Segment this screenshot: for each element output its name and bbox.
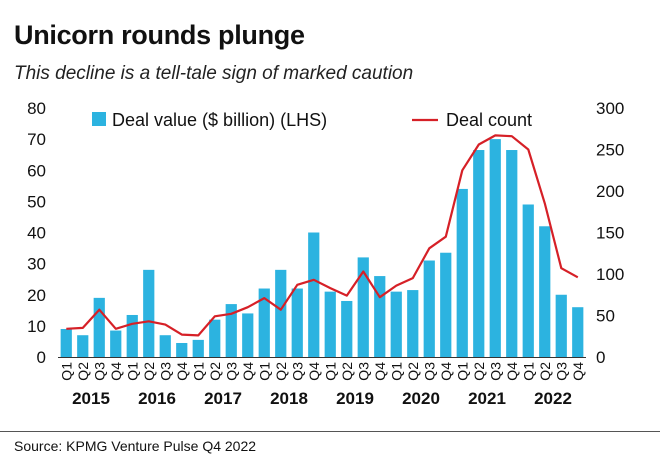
deal-value-bar xyxy=(110,330,122,357)
legend-swatch-deal-value xyxy=(92,112,106,126)
x-tick-label: Q3 xyxy=(91,362,107,381)
y-left-tick-label: 50 xyxy=(27,192,46,211)
y-left-tick-label: 10 xyxy=(27,317,46,336)
year-label: 2016 xyxy=(138,389,176,408)
deal-value-bar xyxy=(291,288,303,357)
x-tick-label: Q3 xyxy=(487,362,503,381)
y-left-tick-label: 30 xyxy=(27,255,46,274)
deal-value-bar xyxy=(440,252,452,357)
x-tick-label: Q4 xyxy=(570,362,586,381)
x-tick-label: Q3 xyxy=(355,362,371,381)
deal-count-line xyxy=(66,134,579,337)
deal-value-bar xyxy=(242,313,254,357)
deal-value-bar xyxy=(357,257,369,357)
x-tick-label: Q1 xyxy=(124,362,140,381)
x-tick-label: Q2 xyxy=(75,362,91,381)
chart-title: Unicorn rounds plunge xyxy=(14,20,305,50)
x-tick-label: Q2 xyxy=(471,362,487,381)
y-left-tick-label: 20 xyxy=(27,286,46,305)
legend-label-deal-count: Deal count xyxy=(446,110,532,130)
deal-value-bar xyxy=(159,335,171,357)
deal-value-bar xyxy=(77,335,89,357)
y-left-tick-label: 70 xyxy=(27,130,46,149)
deal-value-bar xyxy=(93,297,105,357)
x-tick-label: Q3 xyxy=(223,362,239,381)
y-left-tick-label: 0 xyxy=(37,348,46,367)
deal-value-bar xyxy=(308,232,320,357)
source-note: Source: KPMG Venture Pulse Q4 2022 xyxy=(14,438,257,454)
deal-value-bar xyxy=(341,300,353,357)
deal-value-bar xyxy=(506,150,518,357)
x-tick-label: Q1 xyxy=(58,362,74,381)
x-tick-label: Q2 xyxy=(339,362,355,381)
y-right-tick-label: 100 xyxy=(596,265,624,284)
deal-value-bar xyxy=(539,226,551,357)
deal-value-bar xyxy=(60,328,72,357)
y-right-tick-label: 0 xyxy=(596,348,605,367)
deal-value-bar xyxy=(456,188,468,357)
deal-value-bar xyxy=(390,291,402,357)
deal-value-bar xyxy=(192,339,204,357)
x-tick-label: Q4 xyxy=(504,362,520,381)
x-tick-label: Q2 xyxy=(405,362,421,381)
deal-value-bar xyxy=(324,291,336,357)
x-tick-label: Q2 xyxy=(207,362,223,381)
deal-value-bar xyxy=(572,307,584,357)
year-label: 2022 xyxy=(534,389,572,408)
legend-label-deal-value: Deal value ($ billion) (LHS) xyxy=(112,110,327,130)
deal-value-bar xyxy=(423,260,435,357)
x-tick-label: Q1 xyxy=(454,362,470,381)
footer-divider xyxy=(0,431,660,432)
x-tick-label: Q4 xyxy=(108,362,124,381)
year-label: 2018 xyxy=(270,389,308,408)
deal-value-bar xyxy=(522,204,534,357)
y-right-tick-label: 250 xyxy=(596,141,624,160)
year-label: 2015 xyxy=(72,389,110,408)
deal-value-bar xyxy=(209,319,221,357)
deal-value-bar xyxy=(143,269,155,357)
x-tick-label: Q2 xyxy=(141,362,157,381)
deal-value-bar xyxy=(275,269,287,357)
x-tick-label: Q3 xyxy=(421,362,437,381)
deal-value-bar xyxy=(225,304,237,357)
deal-value-bar xyxy=(176,342,188,357)
x-tick-label: Q3 xyxy=(289,362,305,381)
y-right-tick-label: 50 xyxy=(596,307,615,326)
year-label: 2020 xyxy=(402,389,440,408)
x-tick-label: Q2 xyxy=(273,362,289,381)
y-left-tick-label: 80 xyxy=(27,99,46,118)
deal-value-bar xyxy=(258,288,270,357)
x-tick-label: Q4 xyxy=(174,362,190,381)
year-label: 2017 xyxy=(204,389,242,408)
deal-value-bar xyxy=(407,290,419,357)
chart-subtitle: This decline is a tell-tale sign of mark… xyxy=(14,63,414,84)
x-tick-label: Q1 xyxy=(322,362,338,381)
y-left-tick-label: 40 xyxy=(27,224,46,243)
deal-value-bar xyxy=(126,314,138,357)
x-tick-label: Q1 xyxy=(190,362,206,381)
deal-value-bar xyxy=(489,139,501,357)
y-right-tick-label: 300 xyxy=(596,99,624,118)
x-tick-label: Q4 xyxy=(240,362,256,381)
deal-value-bar xyxy=(374,276,386,357)
deal-value-bar xyxy=(555,294,567,357)
y-right-tick-label: 150 xyxy=(596,224,624,243)
x-tick-label: Q3 xyxy=(553,362,569,381)
x-tick-label: Q2 xyxy=(537,362,553,381)
deal-value-bar xyxy=(473,150,485,357)
x-tick-label: Q3 xyxy=(157,362,173,381)
y-right-tick-label: 200 xyxy=(596,182,624,201)
year-label: 2019 xyxy=(336,389,374,408)
year-label: 2021 xyxy=(468,389,506,408)
x-tick-label: Q4 xyxy=(306,362,322,381)
x-tick-label: Q1 xyxy=(520,362,536,381)
x-tick-label: Q1 xyxy=(256,362,272,381)
y-left-tick-label: 60 xyxy=(27,161,46,180)
x-tick-label: Q1 xyxy=(388,362,404,381)
x-tick-label: Q4 xyxy=(438,362,454,381)
x-tick-label: Q4 xyxy=(372,362,388,381)
